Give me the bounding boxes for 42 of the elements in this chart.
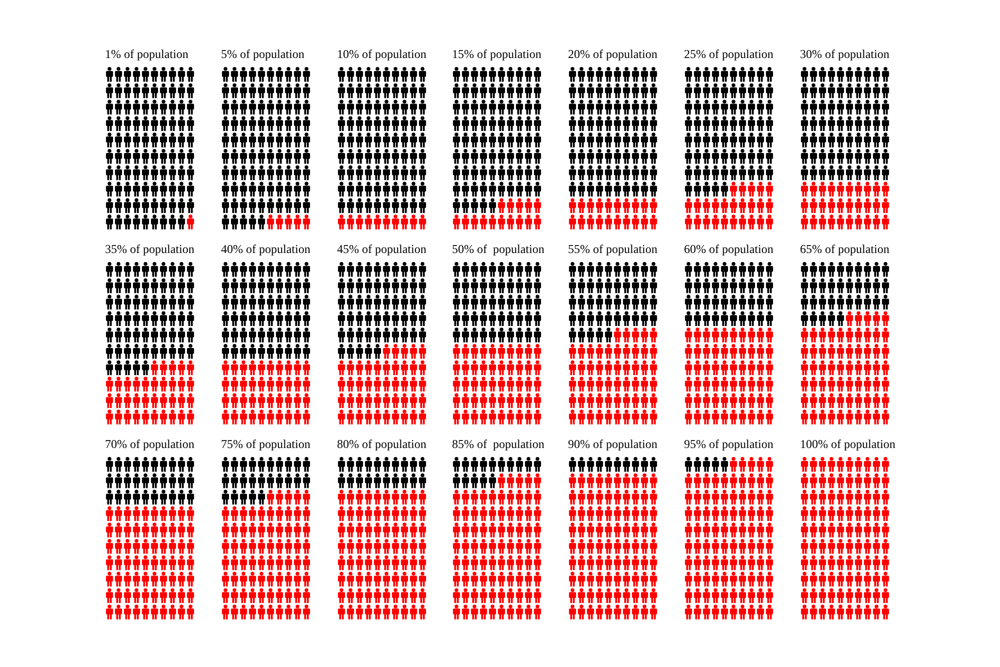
data-label: 85% bbox=[452, 437, 474, 451]
text: of population bbox=[476, 47, 542, 61]
data-label: 50% bbox=[452, 242, 474, 256]
text: of population bbox=[476, 437, 544, 451]
text: of population bbox=[830, 437, 896, 451]
data-label: 55% bbox=[568, 242, 590, 256]
text: of population bbox=[240, 47, 304, 61]
data-label: 10% bbox=[337, 47, 359, 61]
data-label: 65% bbox=[800, 242, 822, 256]
data-label: 1% bbox=[105, 47, 121, 61]
text: of population bbox=[246, 242, 310, 256]
text: of population bbox=[476, 242, 544, 256]
data-label: 60% bbox=[684, 242, 706, 256]
text: of population bbox=[130, 437, 194, 451]
text: of population bbox=[362, 437, 426, 451]
data-label: 25% bbox=[684, 47, 706, 61]
text: of population bbox=[592, 47, 658, 61]
text: of population bbox=[592, 437, 658, 451]
data-label: 95% bbox=[684, 437, 706, 451]
data-label: 100% bbox=[800, 437, 828, 451]
data-label: 40% bbox=[221, 242, 243, 256]
data-label: 70% bbox=[105, 437, 127, 451]
data-label: 45% bbox=[337, 242, 359, 256]
data-label: 80% bbox=[337, 437, 359, 451]
text: of population bbox=[708, 437, 774, 451]
data-label: 30% bbox=[800, 47, 822, 61]
text: of population bbox=[246, 437, 310, 451]
text: of population bbox=[824, 47, 890, 61]
text: of population bbox=[362, 242, 426, 256]
text: of population bbox=[708, 242, 774, 256]
text: of population bbox=[708, 47, 774, 61]
data-label: 15% bbox=[452, 47, 474, 61]
text: of population bbox=[824, 242, 890, 256]
data-label: 5% bbox=[221, 47, 237, 61]
text: of population bbox=[124, 47, 188, 61]
data-label: 75% bbox=[221, 437, 243, 451]
text: of population bbox=[130, 242, 194, 256]
data-label: 90% bbox=[568, 437, 590, 451]
text: of population bbox=[592, 242, 658, 256]
text: of population bbox=[362, 47, 426, 61]
data-label: 20% bbox=[568, 47, 590, 61]
data-label: 35% bbox=[105, 242, 127, 256]
